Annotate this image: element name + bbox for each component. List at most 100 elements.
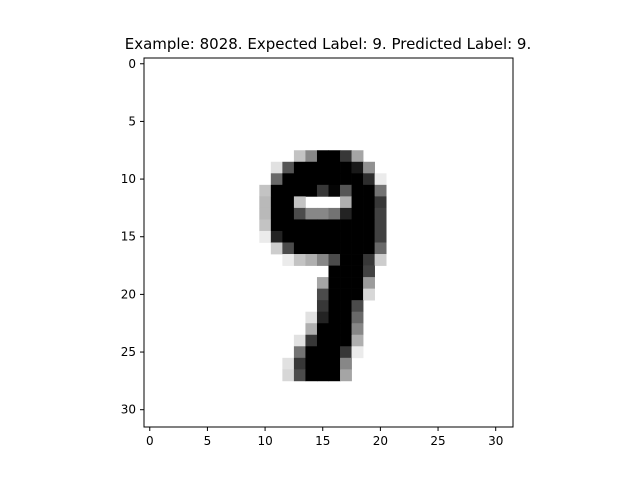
pixel-cell (374, 207, 387, 220)
pixel-cell (351, 150, 364, 163)
axes-frame (143, 57, 514, 428)
pixel-cell (270, 207, 283, 220)
pixel-cell (340, 219, 352, 232)
pixel-cell (363, 254, 375, 266)
pixel-cell (340, 184, 352, 197)
pixel-cell (351, 184, 364, 197)
pixel-cell (328, 357, 341, 370)
pixel-cell (282, 230, 295, 243)
pixel-cell (316, 161, 329, 174)
pixel-cell (316, 323, 329, 336)
pixel-cell (328, 150, 341, 163)
pixel-cell (282, 207, 295, 220)
pixel-cell (316, 173, 329, 186)
x-tick-label: 25 (430, 434, 445, 448)
pixel-cell (363, 277, 375, 289)
pixel-cell (305, 150, 318, 163)
pixel-cell (363, 184, 375, 197)
pixel-cell (328, 207, 341, 220)
y-tick-label: 30 (121, 403, 136, 417)
pixel-cell (316, 311, 329, 324)
pixel-cell (282, 173, 295, 186)
pixel-cell (316, 300, 329, 313)
pixel-cell (316, 254, 329, 266)
pixel-cell (340, 230, 352, 243)
pixel-cell (270, 196, 283, 209)
pixel-cell (282, 219, 295, 232)
pixel-cell (282, 369, 295, 382)
pixel-cell (374, 184, 387, 197)
pixel-cell (316, 230, 329, 243)
pixel-cell (328, 277, 341, 289)
x-tick-label: 5 (204, 434, 212, 448)
image-pixels (259, 150, 387, 382)
x-tick-label: 15 (315, 434, 330, 448)
pixel-cell (316, 219, 329, 232)
pixel-cell (363, 230, 375, 243)
pixel-cell (305, 254, 318, 266)
pixel-cell (363, 265, 375, 278)
pixel-cell (293, 242, 306, 255)
y-tick-label: 0 (128, 57, 136, 71)
pixel-cell (340, 311, 352, 324)
pixel-cell (328, 288, 341, 301)
pixel-cell (316, 334, 329, 347)
pixel-cell (270, 161, 283, 174)
pixel-cell (328, 254, 341, 266)
pixel-cell (340, 161, 352, 174)
pixel-cell (374, 242, 387, 255)
pixel-cell (293, 150, 306, 163)
pixel-cell (293, 357, 306, 370)
pixel-cell (305, 346, 318, 359)
pixel-cell (259, 230, 272, 243)
pixel-cell (340, 369, 352, 382)
pixel-cell (305, 323, 318, 336)
pixel-cell (316, 346, 329, 359)
pixel-cell (282, 254, 295, 266)
pixel-cell (363, 161, 375, 174)
x-axis: 0 5 10 15 20 25 30 (146, 427, 503, 448)
x-tick-label: 0 (146, 434, 154, 448)
pixel-cell (305, 369, 318, 382)
pixel-cell (316, 242, 329, 255)
pixel-cell (340, 346, 352, 359)
y-axis: 0 5 10 15 20 25 30 (121, 57, 144, 417)
pixel-cell (351, 346, 364, 359)
pixel-cell (340, 300, 352, 313)
x-tick-label: 20 (373, 434, 388, 448)
pixel-cell (328, 369, 341, 382)
pixel-cell (305, 242, 318, 255)
pixel-cell (282, 196, 295, 209)
pixel-cell (305, 207, 318, 220)
pixel-cell (340, 265, 352, 278)
pixel-cell (340, 150, 352, 163)
pixel-cell (374, 254, 387, 266)
pixel-cell (293, 184, 306, 197)
pixel-cell (270, 219, 283, 232)
pixel-cell (351, 300, 364, 313)
pixel-cell (351, 173, 364, 186)
pixel-cell (316, 357, 329, 370)
pixel-cell (316, 207, 329, 220)
pixel-cell (328, 323, 341, 336)
pixel-cell (259, 184, 272, 197)
pixel-cell (351, 254, 364, 266)
pixel-cell (340, 357, 352, 370)
x-tick-label: 10 (257, 434, 272, 448)
pixel-cell (328, 311, 341, 324)
pixel-cell (328, 265, 341, 278)
pixel-cell (351, 277, 364, 289)
pixel-cell (351, 161, 364, 174)
pixel-cell (340, 323, 352, 336)
y-tick-label: 15 (121, 230, 136, 244)
pixel-cell (305, 357, 318, 370)
pixel-cell (305, 161, 318, 174)
pixel-cell (328, 300, 341, 313)
pixel-cell (363, 288, 375, 301)
pixel-cell (305, 184, 318, 197)
pixel-cell (270, 242, 283, 255)
pixel-cell (293, 219, 306, 232)
pixel-cell (328, 334, 341, 347)
pixel-cell (351, 230, 364, 243)
